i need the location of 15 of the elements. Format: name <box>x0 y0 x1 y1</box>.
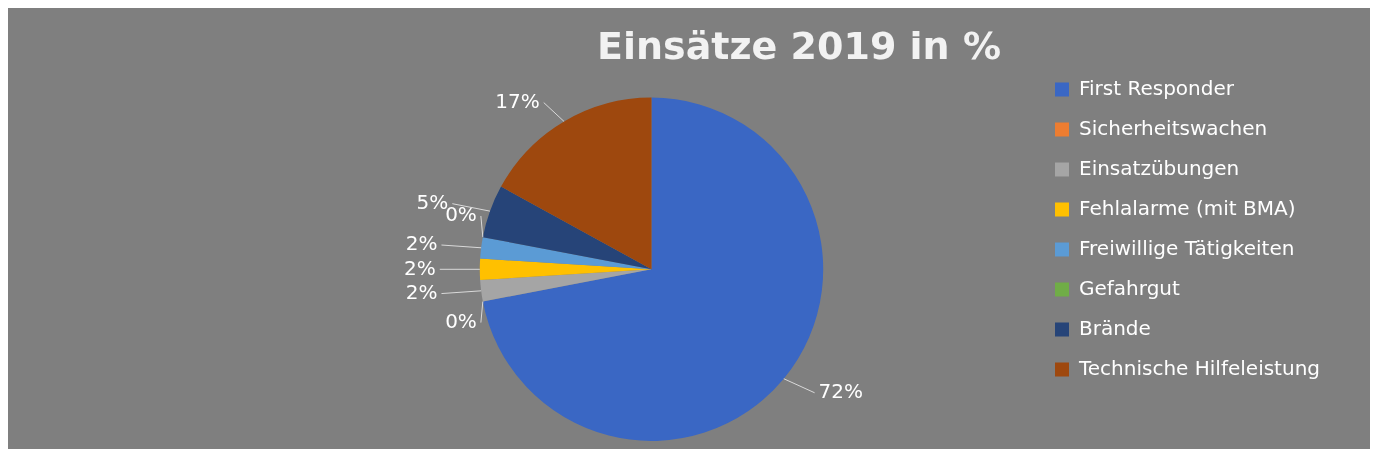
text: 0% <box>445 308 477 333</box>
legend-label: Sicherheitswachen <box>1078 115 1268 140</box>
legend-label: Freiwillige Tätigkeiten <box>1078 235 1295 260</box>
legend-label: Gefahrgut <box>1078 275 1181 300</box>
legend-label: Fehlalarme (mit BMA) <box>1078 195 1296 220</box>
legend-label: Einsatzübungen <box>1078 155 1240 180</box>
legend-label: Brände <box>1078 315 1151 340</box>
legend-label: First Responder <box>1078 75 1235 100</box>
data-label: 2% <box>404 255 436 280</box>
legend-label: Technische Hilfeleistung <box>1077 355 1321 380</box>
chart-title: Einsätze 2019 in % <box>597 23 1001 68</box>
data-label: 72% <box>818 378 864 403</box>
data-label: 2% <box>405 231 438 256</box>
data-label: 2% <box>405 279 438 304</box>
data-label: 17% <box>495 88 540 113</box>
